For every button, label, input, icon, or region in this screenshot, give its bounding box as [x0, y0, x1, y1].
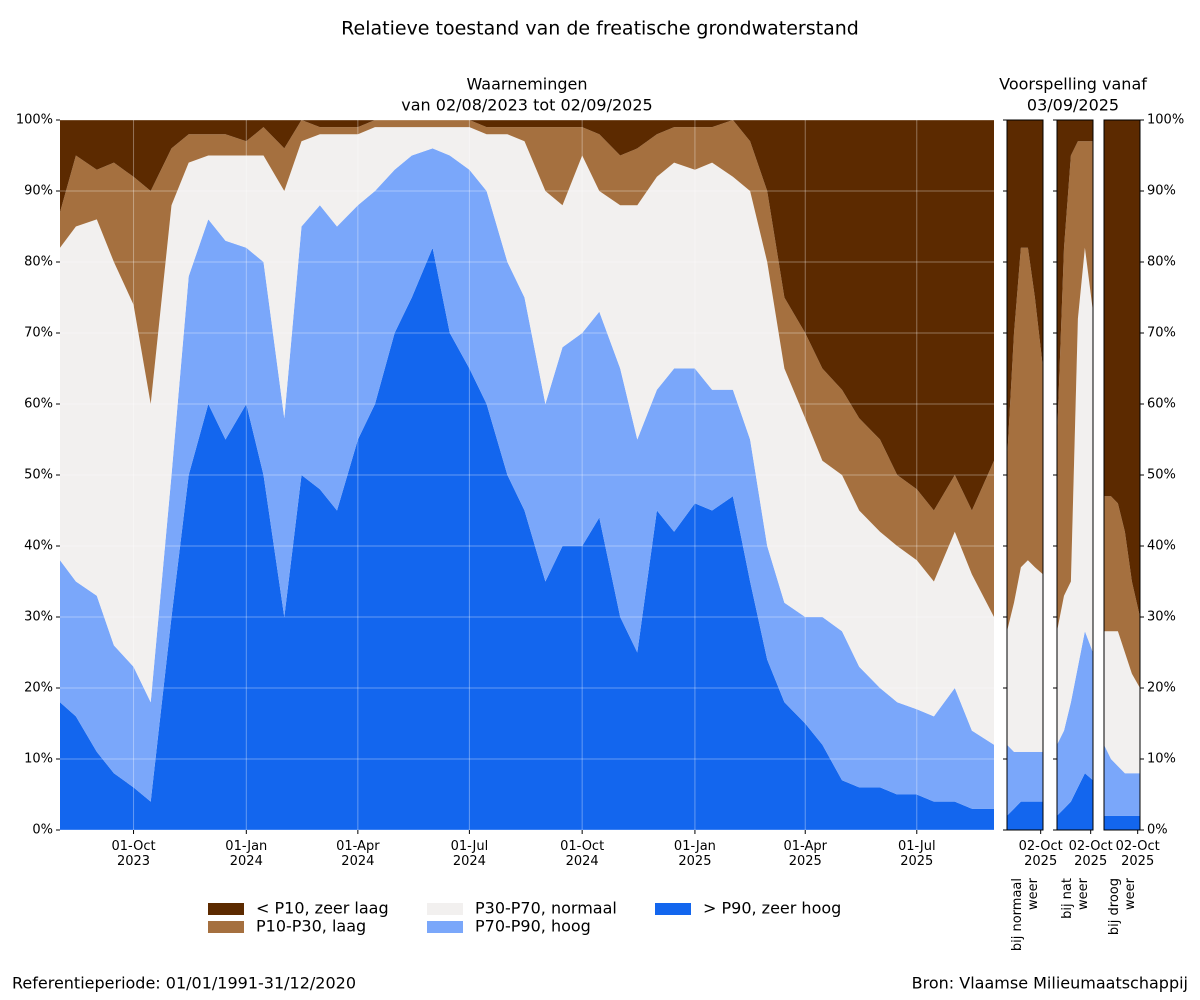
x-axis-label: bij droogweer — [1107, 877, 1138, 935]
area-band — [1057, 120, 1093, 440]
chart-title: Relatieve toestand van de freatische gro… — [341, 18, 859, 40]
y-tick-label: 0% — [32, 823, 53, 838]
x-tick-label: 01-Oct 2023 — [112, 839, 156, 869]
y-tick-label: 80% — [24, 255, 53, 270]
y-tick-label: 10% — [1147, 752, 1176, 767]
y-tick-label: 90% — [1147, 184, 1176, 199]
legend-swatch — [208, 921, 244, 933]
legend-label: P10-P30, laag — [256, 917, 366, 936]
y-tick-label: 50% — [1147, 468, 1176, 483]
x-tick-label: 01-Apr 2025 — [784, 839, 828, 869]
forecast-title: Voorspelling vanaf — [999, 75, 1147, 94]
area-band — [60, 148, 994, 809]
x-tick-label: 01-Oct 2024 — [560, 839, 604, 869]
x-tick-label: 01-Jan 2024 — [225, 839, 267, 869]
x-axis-label: bij normaalweer — [1010, 877, 1041, 951]
y-tick-label: 80% — [1147, 255, 1176, 270]
area-band — [1057, 247, 1093, 745]
area-band — [1104, 815, 1140, 830]
x-axis-label-group: bij droogweer — [1107, 877, 1138, 935]
legend-label: P70-P90, hoog — [475, 917, 591, 936]
area-band — [1057, 631, 1093, 816]
y-tick-label: 30% — [1147, 610, 1176, 625]
panel-frame — [1103, 119, 1141, 831]
y-tick-label: 0% — [1147, 823, 1168, 838]
x-tick-label: 01-Apr 2024 — [336, 839, 380, 869]
area-band — [60, 120, 994, 617]
area-band — [60, 120, 994, 511]
area-band — [1104, 496, 1140, 688]
y-tick-label: 60% — [1147, 397, 1176, 412]
y-tick-label: 40% — [1147, 539, 1176, 554]
y-tick-label: 40% — [24, 539, 53, 554]
y-tick-label: 10% — [24, 752, 53, 767]
y-tick-label: 100% — [16, 113, 53, 128]
legend-swatch — [208, 903, 244, 915]
x-tick-label: 01-Jan 2025 — [674, 839, 716, 869]
footer-right: Bron: Vlaamse Milieumaatschappij — [912, 974, 1188, 993]
area-band — [1057, 773, 1093, 830]
legend-label: < P10, zeer laag — [256, 899, 389, 918]
forecast-subtitle: 03/09/2025 — [1027, 96, 1119, 115]
y-tick-label: 20% — [1147, 681, 1176, 696]
y-tick-label: 90% — [24, 184, 53, 199]
panel-subtitle: van 02/08/2023 tot 02/09/2025 — [401, 96, 652, 115]
y-tick-label: 70% — [1147, 326, 1176, 341]
y-tick-label: 100% — [1147, 113, 1184, 128]
y-tick-label: 30% — [24, 610, 53, 625]
x-tick-label: 02-Oct 2025 — [1069, 839, 1113, 869]
y-tick-label: 70% — [24, 326, 53, 341]
area-band — [60, 247, 994, 831]
area-band — [1007, 801, 1043, 830]
area-band — [1104, 631, 1140, 774]
y-tick-label: 60% — [24, 397, 53, 412]
footer-left: Referentieperiode: 01/01/1991-31/12/2020 — [12, 974, 356, 993]
area-band — [1007, 120, 1043, 461]
x-tick-label: 01-Jul 2024 — [451, 839, 489, 869]
legend-swatch — [427, 903, 463, 915]
area-band — [1104, 744, 1140, 816]
y-tick-label: 20% — [24, 681, 53, 696]
x-axis-label-group: bij natweer — [1060, 877, 1091, 919]
legend-swatch — [427, 921, 463, 933]
area-band — [60, 127, 994, 745]
area-band — [1007, 247, 1043, 632]
x-axis-label-group: bij normaalweer — [1010, 877, 1041, 951]
y-tick-label: 50% — [24, 468, 53, 483]
legend-label: P30-P70, normaal — [475, 899, 617, 918]
area-band — [1007, 744, 1043, 816]
panel-title: Waarnemingen — [467, 75, 588, 94]
x-axis-label: bij natweer — [1060, 877, 1091, 919]
x-tick-label: 02-Oct 2025 — [1116, 839, 1160, 869]
area-band — [1104, 120, 1140, 617]
x-tick-label: 02-Oct 2025 — [1019, 839, 1063, 869]
area-band — [1057, 141, 1093, 632]
legend-label: > P90, zeer hoog — [703, 899, 841, 918]
x-tick-label: 01-Jul 2025 — [898, 839, 936, 869]
legend-swatch — [655, 903, 691, 915]
area-band — [1007, 560, 1043, 752]
